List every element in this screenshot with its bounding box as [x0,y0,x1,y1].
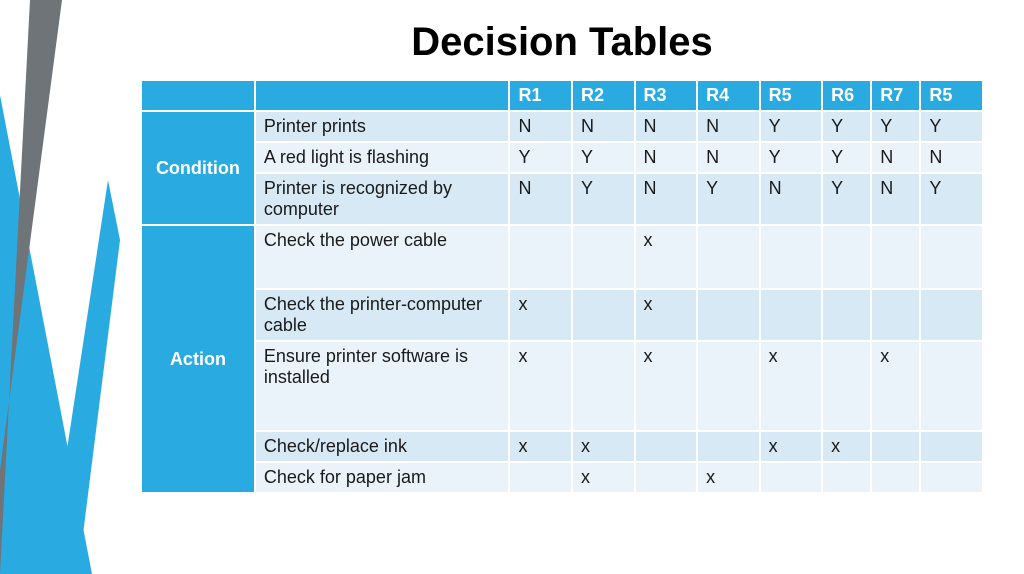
cell [572,289,635,341]
cell: x [760,431,823,462]
row-desc: Printer prints [255,111,510,142]
cell [572,341,635,431]
cell: x [509,341,572,431]
cell: Y [760,142,823,173]
section-label-condition: Condition [141,111,255,225]
cell: N [572,111,635,142]
cell: N [635,173,698,225]
cell: Y [871,111,920,142]
row-desc: Ensure printer software is installed [255,341,510,431]
cell [822,462,871,493]
cell: N [871,142,920,173]
cell [635,431,698,462]
cell: x [572,431,635,462]
cell [509,225,572,289]
table-row: Printer is recognized by computer N Y N … [141,173,983,225]
cell: N [635,111,698,142]
cell [509,462,572,493]
table-row: Check for paper jam x x [141,462,983,493]
column-header: R3 [635,80,698,111]
cell: N [635,142,698,173]
cell: x [871,341,920,431]
column-header: R1 [509,80,572,111]
row-desc: Printer is recognized by computer [255,173,510,225]
column-header: R4 [697,80,760,111]
cell: Y [572,142,635,173]
cell: N [920,142,983,173]
row-desc: Check the printer-computer cable [255,289,510,341]
cell: x [572,462,635,493]
table-header-row: R1 R2 R3 R4 R5 R6 R7 R5 [141,80,983,111]
cell [697,341,760,431]
cell: Y [822,173,871,225]
cell [871,462,920,493]
cell: x [509,431,572,462]
row-desc: Check for paper jam [255,462,510,493]
header-blank-desc [255,80,510,111]
cell: Y [920,111,983,142]
cell: x [635,341,698,431]
cell [822,225,871,289]
table-row: Condition Printer prints N N N N Y Y Y Y [141,111,983,142]
cell [760,225,823,289]
decision-table: R1 R2 R3 R4 R5 R6 R7 R5 Condition Printe… [140,79,984,494]
cell [920,341,983,431]
cell: x [697,462,760,493]
cell: N [871,173,920,225]
cell [760,462,823,493]
cell [871,431,920,462]
cell: x [635,289,698,341]
cell: Y [822,142,871,173]
section-label-action: Action [141,225,255,493]
cell: Y [760,111,823,142]
column-header: R5 [920,80,983,111]
cell: Y [920,173,983,225]
cell [871,225,920,289]
page-title: Decision Tables [140,20,984,65]
cell: Y [822,111,871,142]
cell: Y [509,142,572,173]
cell: N [509,111,572,142]
cell [822,341,871,431]
table-row: Ensure printer software is installed x x… [141,341,983,431]
cell: x [822,431,871,462]
column-header: R5 [760,80,823,111]
cell [697,225,760,289]
column-header: R2 [572,80,635,111]
table-row: Check/replace ink x x x x [141,431,983,462]
cell [920,225,983,289]
cell: x [760,341,823,431]
cell [920,431,983,462]
cell: x [635,225,698,289]
row-desc: Check the power cable [255,225,510,289]
row-desc: Check/replace ink [255,431,510,462]
cell: N [697,111,760,142]
table-row: A red light is flashing Y Y N N Y Y N N [141,142,983,173]
cell: Y [572,173,635,225]
slide-corner-decoration [0,0,120,574]
cell [920,289,983,341]
cell [697,289,760,341]
cell: N [697,142,760,173]
cell [822,289,871,341]
table-row: Action Check the power cable x [141,225,983,289]
cell [697,431,760,462]
cell: Y [697,173,760,225]
cell [635,462,698,493]
cell [920,462,983,493]
column-header: R7 [871,80,920,111]
cell: N [760,173,823,225]
row-desc: A red light is flashing [255,142,510,173]
cell: N [509,173,572,225]
cell [572,225,635,289]
column-header: R6 [822,80,871,111]
cell: x [509,289,572,341]
cell [760,289,823,341]
table-row: Check the printer-computer cable x x [141,289,983,341]
header-blank-section [141,80,255,111]
cell [871,289,920,341]
